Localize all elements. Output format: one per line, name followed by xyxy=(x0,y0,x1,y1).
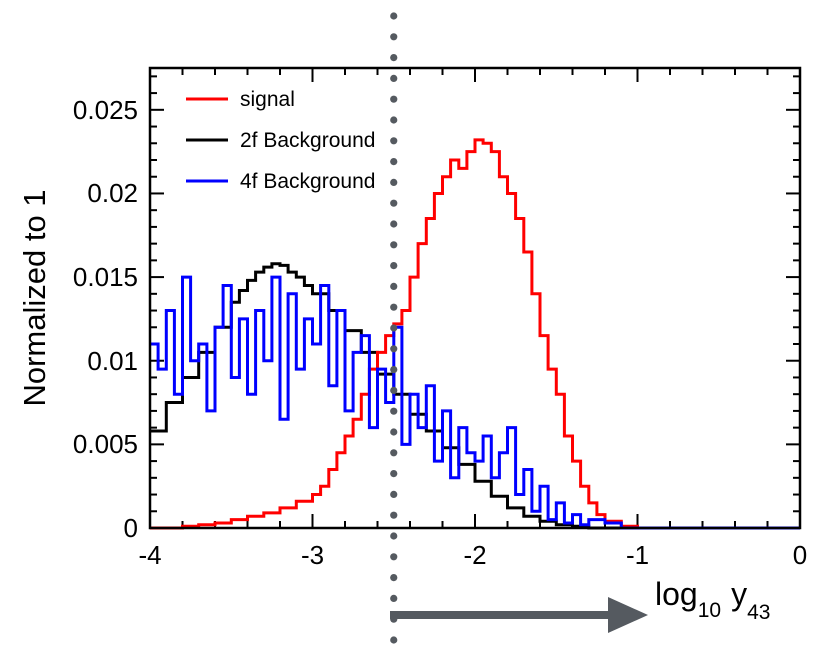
cut-line-dot xyxy=(390,470,398,478)
x-axis-label-base: log xyxy=(655,576,698,612)
cut-line-dot xyxy=(390,116,398,124)
y-axis-label: Normalized to 1 xyxy=(17,189,52,406)
series-layer xyxy=(150,138,800,530)
series-2f-background xyxy=(150,262,800,530)
cut-line-dot xyxy=(390,220,398,228)
cut-line-dot xyxy=(390,178,398,186)
x-axis-label-var: y xyxy=(731,576,747,612)
legend-label-signal: signal xyxy=(240,88,295,111)
y-tick-label: 0 xyxy=(124,513,138,543)
cut-line-dot xyxy=(390,407,398,415)
x-tick-label: -4 xyxy=(138,540,161,570)
cut-line-dot xyxy=(390,386,398,394)
cut-line-dot xyxy=(390,449,398,457)
cut-line-dot xyxy=(390,636,398,644)
y-tick-labels: 0 0.005 0.01 0.015 0.02 0.025 xyxy=(73,95,138,543)
cut-line-dot xyxy=(390,158,398,166)
cut-line-dot xyxy=(390,324,398,332)
cut-line-dot xyxy=(390,137,398,145)
cut-line-dot xyxy=(390,12,398,20)
y-tick-label: 0.025 xyxy=(73,95,138,125)
cut-line-dot xyxy=(390,199,398,207)
cut-line-dot xyxy=(390,54,398,62)
legend: signal 2f Background 4f Background xyxy=(186,88,375,193)
cut-arrow xyxy=(390,597,648,633)
cut-line xyxy=(390,12,398,644)
legend-label-4f-background: 4f Background xyxy=(240,170,375,193)
y-tick-label: 0.005 xyxy=(73,429,138,459)
series-4f-background xyxy=(150,275,800,530)
x-tick-label: -2 xyxy=(463,540,486,570)
y-tick-label: 0.015 xyxy=(73,262,138,292)
series-signal xyxy=(150,138,800,530)
cut-line-dot xyxy=(390,594,398,603)
cut-line-dot xyxy=(390,553,398,561)
cut-arrow-head xyxy=(608,597,648,633)
cut-line-dot xyxy=(390,574,398,582)
plot-frame xyxy=(148,66,802,530)
x-axis-label-base-sub: 10 xyxy=(698,599,721,622)
cut-line-dot xyxy=(390,490,398,498)
x-tick-labels: -4 -3 -2 -1 0 xyxy=(138,540,807,570)
cut-line-dot xyxy=(390,428,398,436)
cut-line-dot xyxy=(390,95,398,103)
cut-line-dot xyxy=(390,282,398,290)
cut-line-dot xyxy=(390,511,398,519)
cut-line-dot xyxy=(390,74,398,82)
cut-line-dot xyxy=(390,262,398,270)
cut-line-dot xyxy=(390,532,398,540)
cut-line-dot xyxy=(390,303,398,311)
x-tick-label: -3 xyxy=(301,540,324,570)
cut-line-dot xyxy=(390,241,398,249)
cut-line-dot xyxy=(390,33,398,41)
cut-line-dot xyxy=(390,366,398,374)
y-tick-label: 0.01 xyxy=(87,346,138,376)
legend-label-2f-background: 2f Background xyxy=(240,129,375,152)
x-tick-label: -1 xyxy=(626,540,649,570)
x-axis-label: log10 y43 xyxy=(655,576,770,624)
cut-line-dot xyxy=(390,345,398,353)
x-tick-label: 0 xyxy=(793,540,807,570)
y-tick-label: 0.02 xyxy=(87,178,138,208)
x-axis-label-var-sub: 43 xyxy=(747,601,770,624)
